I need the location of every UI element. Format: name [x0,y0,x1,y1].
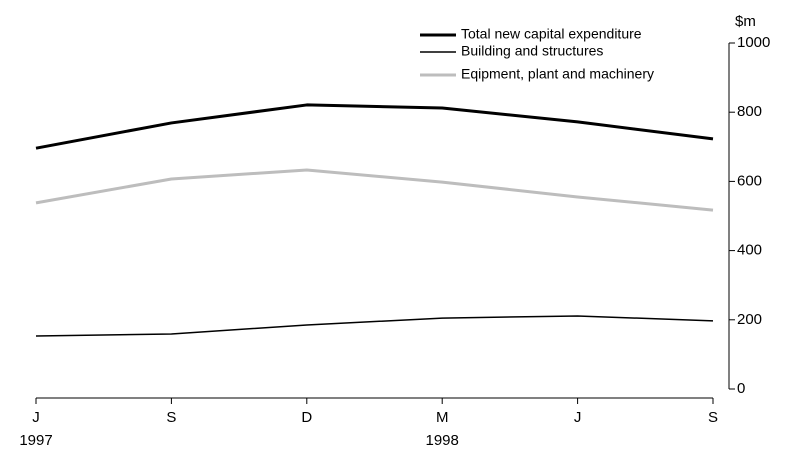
y-tick-label: 800 [737,103,762,120]
y-tick-label: 400 [737,242,762,259]
x-tick-label: D [301,409,312,426]
x-year-label: 1998 [426,432,459,449]
legend-label: Total new capital expenditure [461,26,642,42]
y-tick-label: 600 [737,172,762,189]
x-tick-label: M [436,409,449,426]
y-unit: $m [735,13,756,30]
y-tick-label: 1000 [737,34,770,51]
series-line [35,168,714,212]
series-line [35,315,714,337]
legend-label: Building and structures [461,43,603,59]
x-year-label: 1997 [19,432,52,449]
series-line [35,103,714,150]
x-tick-label: S [166,409,176,426]
x-tick-label: S [708,409,718,426]
legend-label: Eqipment, plant and machinery [461,66,654,82]
x-tick-label: J [574,409,582,426]
x-tick-label: J [32,409,40,426]
y-tick-label: 200 [737,311,762,328]
y-tick-label: 0 [737,380,745,397]
